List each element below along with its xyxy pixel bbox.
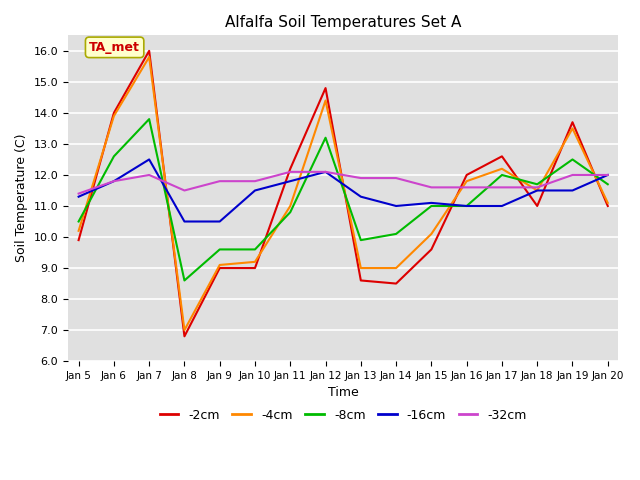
-16cm <box>604 172 612 178</box>
-8cm <box>498 172 506 178</box>
-16cm <box>75 194 83 200</box>
-4cm <box>428 231 435 237</box>
-32cm <box>322 169 330 175</box>
-2cm <box>463 172 470 178</box>
-4cm <box>463 178 470 184</box>
-16cm <box>392 203 400 209</box>
-8cm <box>533 181 541 187</box>
-16cm <box>322 169 330 175</box>
Line: -16cm: -16cm <box>79 159 608 221</box>
-2cm <box>110 110 118 116</box>
Title: Alfalfa Soil Temperatures Set A: Alfalfa Soil Temperatures Set A <box>225 15 461 30</box>
-8cm <box>216 247 223 252</box>
-4cm <box>498 166 506 172</box>
-16cm <box>145 156 153 162</box>
-2cm <box>604 203 612 209</box>
-2cm <box>569 120 577 125</box>
-2cm <box>251 265 259 271</box>
-8cm <box>392 231 400 237</box>
-4cm <box>287 203 294 209</box>
-32cm <box>251 178 259 184</box>
-16cm <box>287 178 294 184</box>
-4cm <box>392 265 400 271</box>
-16cm <box>180 218 188 224</box>
-4cm <box>604 200 612 206</box>
-16cm <box>216 218 223 224</box>
-4cm <box>569 126 577 132</box>
-2cm <box>287 166 294 172</box>
-16cm <box>251 188 259 193</box>
-32cm <box>145 172 153 178</box>
-4cm <box>251 259 259 265</box>
-16cm <box>533 188 541 193</box>
-16cm <box>463 203 470 209</box>
Line: -32cm: -32cm <box>79 172 608 193</box>
-32cm <box>287 169 294 175</box>
-8cm <box>75 218 83 224</box>
-2cm <box>75 237 83 243</box>
-8cm <box>569 156 577 162</box>
-2cm <box>145 48 153 54</box>
-2cm <box>180 334 188 339</box>
-32cm <box>180 188 188 193</box>
-32cm <box>392 175 400 181</box>
-16cm <box>498 203 506 209</box>
-8cm <box>463 203 470 209</box>
-2cm <box>428 247 435 252</box>
-16cm <box>428 200 435 206</box>
-4cm <box>533 188 541 193</box>
-32cm <box>75 191 83 196</box>
-4cm <box>216 262 223 268</box>
-32cm <box>533 184 541 190</box>
Line: -8cm: -8cm <box>79 119 608 280</box>
-4cm <box>110 113 118 119</box>
-2cm <box>392 281 400 287</box>
-4cm <box>357 265 365 271</box>
-16cm <box>110 178 118 184</box>
-4cm <box>75 228 83 234</box>
-8cm <box>322 135 330 141</box>
-2cm <box>357 277 365 283</box>
-4cm <box>145 54 153 60</box>
-32cm <box>110 178 118 184</box>
-8cm <box>287 209 294 215</box>
-32cm <box>216 178 223 184</box>
-32cm <box>428 184 435 190</box>
-32cm <box>463 184 470 190</box>
-8cm <box>357 237 365 243</box>
-16cm <box>569 188 577 193</box>
-8cm <box>428 203 435 209</box>
-8cm <box>110 154 118 159</box>
-8cm <box>180 277 188 283</box>
-4cm <box>322 97 330 103</box>
X-axis label: Time: Time <box>328 386 358 399</box>
-8cm <box>145 116 153 122</box>
-8cm <box>251 247 259 252</box>
Y-axis label: Soil Temperature (C): Soil Temperature (C) <box>15 134 28 263</box>
Line: -4cm: -4cm <box>79 57 608 330</box>
-2cm <box>498 154 506 159</box>
-32cm <box>604 172 612 178</box>
-8cm <box>604 181 612 187</box>
Legend: -2cm, -4cm, -8cm, -16cm, -32cm: -2cm, -4cm, -8cm, -16cm, -32cm <box>155 404 532 427</box>
-32cm <box>569 172 577 178</box>
-2cm <box>216 265 223 271</box>
-4cm <box>180 327 188 333</box>
Line: -2cm: -2cm <box>79 51 608 336</box>
-32cm <box>357 175 365 181</box>
-16cm <box>357 194 365 200</box>
-2cm <box>533 203 541 209</box>
Text: TA_met: TA_met <box>89 41 140 54</box>
-32cm <box>498 184 506 190</box>
-2cm <box>322 85 330 91</box>
